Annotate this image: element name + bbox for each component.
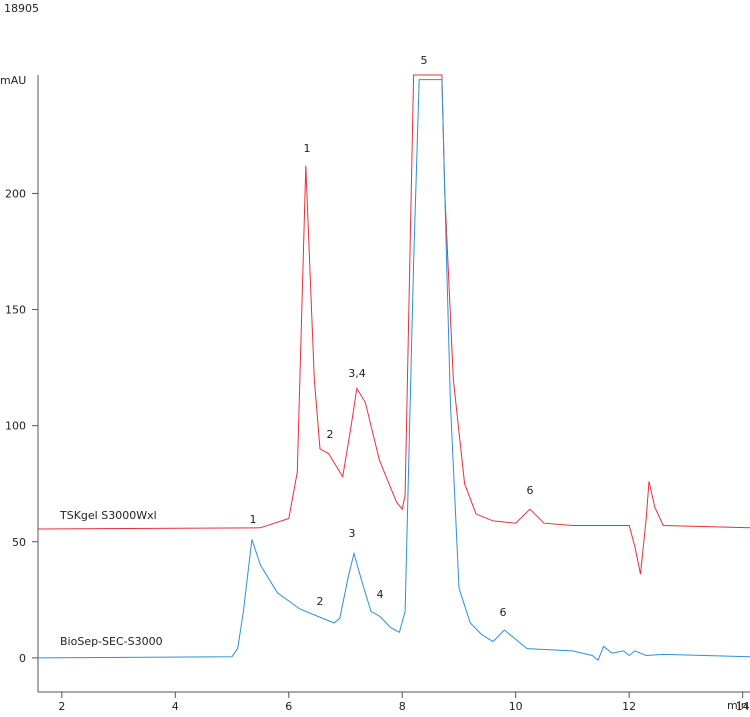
peak-label: 6 — [500, 606, 507, 619]
x-tick-label: 10 — [509, 700, 523, 713]
y-tick-label: 50 — [12, 536, 26, 549]
x-tick-label: 2 — [58, 700, 65, 713]
legend-label: BioSep-SEC-S3000 — [60, 635, 163, 648]
peak-label: 1 — [250, 513, 257, 526]
peak-label: 2 — [317, 595, 324, 608]
peak-label: 1 — [304, 142, 311, 155]
peak-label: 5 — [421, 54, 428, 67]
x-tick-label: 6 — [285, 700, 292, 713]
y-tick-label: 100 — [5, 420, 26, 433]
y-tick-label: 200 — [5, 187, 26, 200]
x-tick-label: 14 — [736, 700, 750, 713]
peak-label: 4 — [377, 588, 384, 601]
x-tick-label: 8 — [399, 700, 406, 713]
x-tick-label: 12 — [622, 700, 636, 713]
peak-label: 3,4 — [348, 367, 366, 380]
plot-area — [38, 74, 750, 662]
x-axis-label: min — [727, 699, 748, 712]
y-tick-label: 150 — [5, 304, 26, 317]
legend-label: TSKgel S3000Wxl — [59, 509, 157, 522]
peak-label: 3 — [349, 527, 356, 540]
header: 18905 — [4, 2, 39, 15]
x-tick-label: 4 — [172, 700, 179, 713]
line — [38, 74, 750, 575]
y-axis-label: mAU — [0, 74, 26, 87]
peak-label: 6 — [527, 484, 534, 497]
line — [38, 79, 750, 662]
y-tick-label: 0 — [19, 652, 26, 665]
peak-label: 2 — [327, 428, 334, 441]
